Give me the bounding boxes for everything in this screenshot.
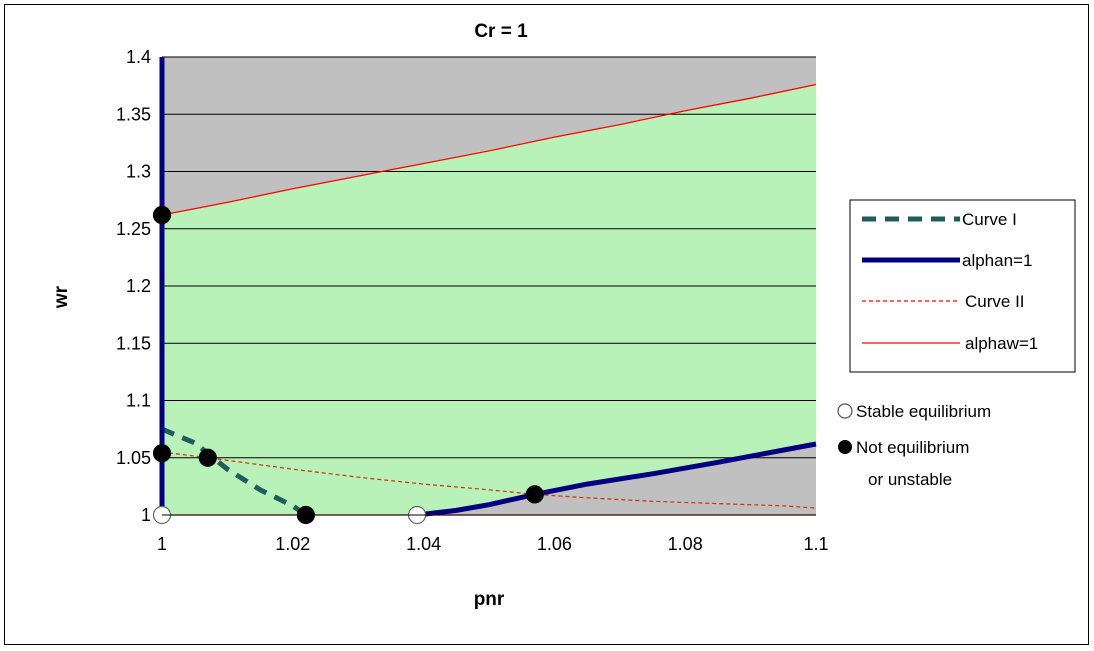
- chart-svg: Cr = 1 1 1.05 1.1 1.15 1.2 1.25 1.3 1.35 1.4 1 1.0…: [51, 21, 1076, 610]
- legend-label-alphan: alphan=1: [962, 251, 1032, 270]
- x-tick-label-2: 1.04: [406, 534, 441, 554]
- y-tick-label-3: 1.15: [116, 333, 151, 353]
- x-tick-label-0: 1: [157, 534, 167, 554]
- y-tick-label-2: 1.1: [126, 391, 151, 411]
- y-tick-label-5: 1.25: [116, 219, 151, 239]
- legend-label-alphaw: alphaw=1: [965, 334, 1038, 353]
- legend-filled-circle-icon: [838, 440, 852, 454]
- legend-label-unstable-2: or unstable: [868, 470, 952, 489]
- tick-labels: 1 1.05 1.1 1.15 1.2 1.25 1.3 1.35 1.4 1 1.02 1.04 1.…: [116, 47, 829, 554]
- chart-title: Cr = 1: [474, 21, 528, 42]
- chart-frame: Cr = 1 1 1.05 1.1 1.15 1.2 1.25 1.3 1.35 1.4 1 1.0…: [4, 4, 1089, 645]
- y-tick-label-1: 1.05: [116, 448, 151, 468]
- x-tick-label-5: 1.1: [803, 534, 828, 554]
- unstable-point-4: [525, 485, 544, 504]
- legend-label-curve-ii: Curve II: [965, 292, 1025, 311]
- region-polygon: [162, 84, 816, 515]
- legend-label-unstable-1: Not equilibrium: [856, 438, 969, 457]
- unstable-point-2: [198, 448, 217, 467]
- y-tick-label-8: 1.4: [126, 47, 151, 67]
- feasible-region: [162, 84, 816, 515]
- y-tick-label-0: 1: [141, 505, 151, 525]
- legend-label-stable: Stable equilibrium: [856, 402, 991, 421]
- x-tick-label-1: 1.02: [275, 534, 310, 554]
- series-curve-ii-line: [161, 451, 817, 509]
- gridlines: [162, 56, 816, 459]
- y-tick-label-4: 1.2: [126, 276, 151, 296]
- x-tick-label-4: 1.08: [668, 534, 703, 554]
- y-axis-title: wr: [51, 285, 72, 309]
- x-axis-title: pnr: [474, 589, 505, 610]
- legend-open-circle-icon: [837, 403, 853, 419]
- series-curve-i-line: [161, 426, 308, 518]
- unstable-point-1: [152, 444, 172, 463]
- x-tick-label-3: 1.06: [537, 534, 572, 554]
- y-tick-label-7: 1.35: [116, 104, 151, 124]
- series-alphaw-1-line: [161, 83, 817, 216]
- marker-legend: Stable equilibrium Not equilibrium or un…: [837, 402, 991, 489]
- series-alphan-1-line: [416, 441, 817, 518]
- unstable-point-0: [152, 205, 172, 225]
- legend: Curve I alphan=1 Curve II alphaw=1: [849, 199, 1076, 373]
- legend-label-curve-i: Curve I: [962, 210, 1017, 229]
- y-tick-label-6: 1.3: [126, 162, 151, 182]
